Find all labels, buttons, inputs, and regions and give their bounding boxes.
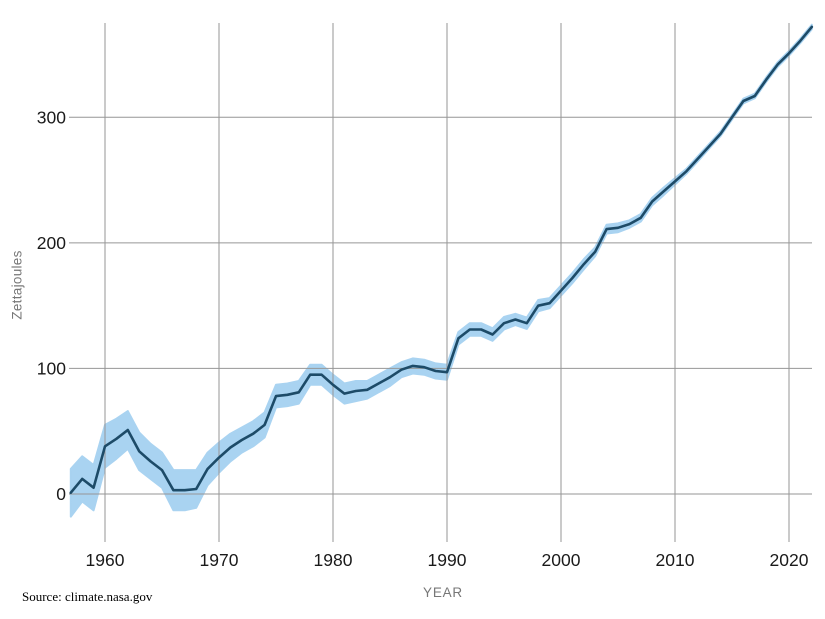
y-axis-title: Zettajoules: [9, 250, 25, 320]
x-tick-label: 1980: [314, 550, 353, 570]
y-tick-label: 300: [37, 107, 66, 127]
x-tick-label: 1960: [86, 550, 125, 570]
x-tick-label: 1990: [428, 550, 467, 570]
y-tick-label: 0: [56, 484, 66, 504]
uncertainty-band: [69, 23, 813, 518]
y-tick-label: 100: [37, 358, 66, 378]
ocean-heat-line: [69, 25, 814, 495]
x-tick-label: 2010: [656, 550, 695, 570]
x-tick-label: 2020: [770, 550, 809, 570]
x-tick-label: 1970: [200, 550, 239, 570]
x-tick-label: 2000: [542, 550, 581, 570]
y-tick-label: 200: [37, 233, 66, 253]
x-axis-title: YEAR: [423, 585, 463, 600]
source-caption: Source: climate.nasa.gov: [22, 589, 153, 604]
